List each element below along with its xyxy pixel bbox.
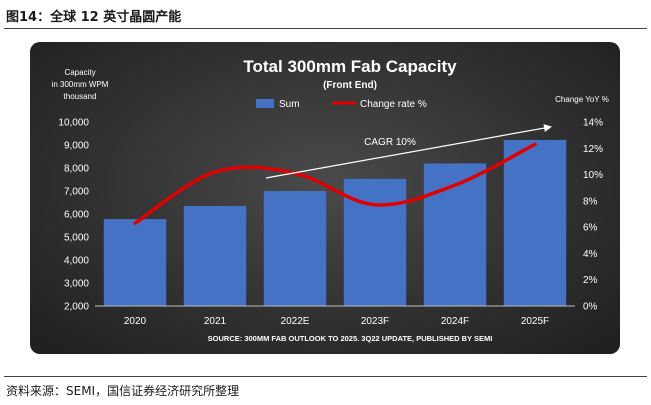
left-tick-label: 8,000 [64,164,89,175]
right-tick-label: 8% [583,196,598,207]
bar [183,205,247,306]
left-tick-label: 9,000 [64,141,89,152]
left-axis-title-line3: thousand [64,92,97,101]
source-note: 资料来源：SEMI，国信证券经济研究所整理 [6,384,240,398]
chart-title: Total 300mm Fab Capacity [243,57,457,76]
chart-subtitle: (Front End) [323,80,377,91]
chart-svg: Total 300mm Fab Capacity (Front End) Sum… [52,57,609,343]
right-tick-label: 2% [583,275,598,286]
plot-area: 2,000 3,000 4,000 5,000 6,000 7,000 8,000 9,000… [58,118,603,328]
x-tick-label: 2020 [124,316,147,327]
right-tick-label: 0% [583,302,598,313]
x-tick-label: 2025F [521,316,549,327]
right-tick-label: 4% [583,249,598,260]
left-tick-label: 2,000 [64,302,89,313]
cagr-arrow [265,124,552,179]
left-axis-title-line1: Capacity [64,68,95,77]
bar [263,191,327,306]
legend-bar-swatch [256,99,274,108]
bar [503,139,567,306]
bar [423,163,487,306]
left-axis-title-line2: in 300mm WPM [52,80,109,89]
left-tick-label: 6,000 [64,210,89,221]
top-divider [4,28,647,29]
left-tick-label: 3,000 [64,279,89,290]
cagr-annotation: CAGR 10% [364,137,416,148]
right-tick-label: 12% [583,144,603,155]
chart-panel: Total 300mm Fab Capacity (Front End) Sum… [30,42,620,354]
legend-line-label: Change rate % [360,99,427,110]
left-tick-label: 10,000 [58,118,89,129]
figure-title: 图14：全球 12 英寸晶圆产能 [6,10,182,25]
x-tick-label: 2024F [441,316,469,327]
change-rate-line [133,142,537,225]
right-tick-label: 10% [583,170,603,181]
bottom-divider [4,376,647,377]
left-tick-label: 5,000 [64,233,89,244]
x-tick-label: 2023F [361,316,389,327]
right-tick-label: 6% [583,223,598,234]
legend-bar-label: Sum [279,99,300,110]
x-tick-label: 2021 [204,316,227,327]
x-tick-label: 2022E [281,316,310,327]
right-axis-title: Change YoY % [555,95,609,104]
right-tick-label: 14% [583,118,603,129]
bar [103,219,167,306]
chart-source: SOURCE: 300MM FAB OUTLOOK TO 2025. 3Q22 … [208,334,493,343]
left-tick-label: 7,000 [64,187,89,198]
left-tick-label: 4,000 [64,256,89,267]
